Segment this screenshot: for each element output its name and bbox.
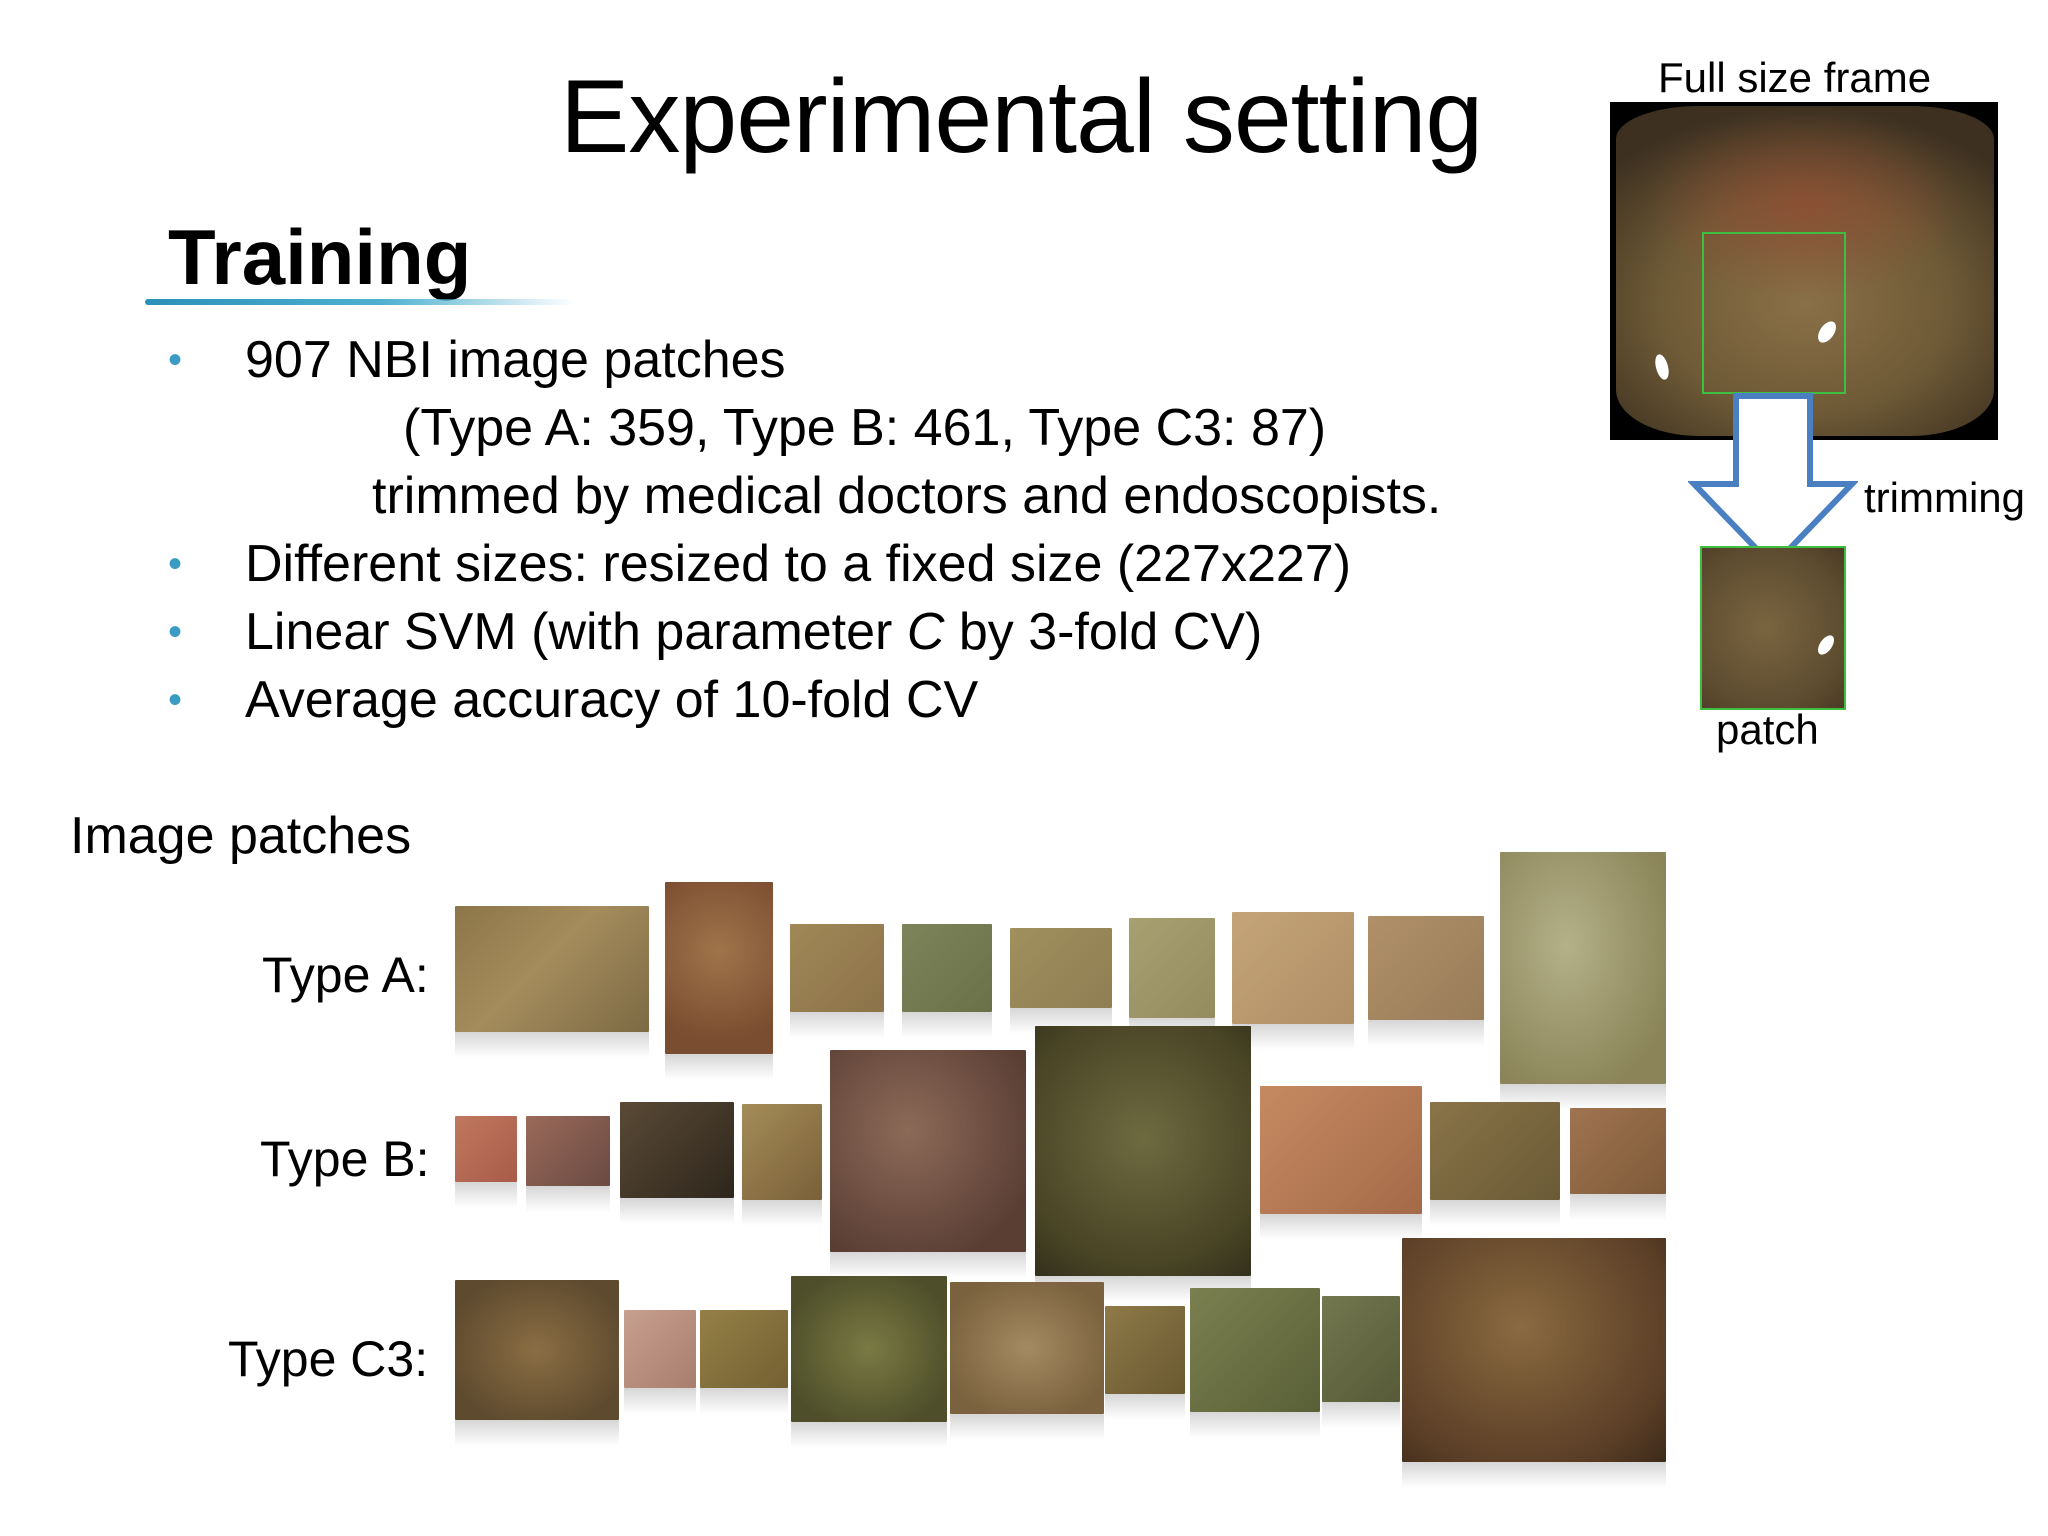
frame-caption: Full size frame [1658,54,1932,101]
endoscopy-frame [1616,106,1994,436]
patch-thumbnail [791,1276,947,1448]
patch-thumbnail [1035,1026,1251,1302]
light-reflection [1814,632,1838,658]
bullet-4: Average accuracy of 10-fold CV [245,671,979,729]
patch-thumbnail [1368,916,1484,1046]
trimming-arrow-icon [1688,393,1858,571]
bullet-3: Linear SVM (with parameter C by 3-fold C… [245,602,1262,662]
type-a-label: Type A: [262,947,429,1003]
bullet-2: Different sizes: resized to a fixed size… [245,535,1352,593]
patch-label: patch [1716,706,1819,753]
patch-thumbnail [620,1102,734,1224]
patch-thumbnail [950,1282,1104,1440]
patch-thumbnail [1129,918,1215,1044]
type-b-label: Type B: [260,1131,430,1187]
patch-thumbnail [624,1310,696,1414]
patch-thumbnail [742,1104,822,1226]
patch-thumbnail [665,882,773,1080]
bullet-1-line-3: trimmed by medical doctors and endoscopi… [372,467,1442,525]
patch-thumbnail [1500,852,1666,1110]
patch-thumbnail [1010,928,1112,1034]
patch-image [1700,546,1846,710]
image-patches-label: Image patches [70,807,412,865]
patch-thumbnail [526,1116,610,1212]
patch-thumbnail [1402,1238,1666,1488]
bullet-3-italic: C [906,603,945,661]
bullet-1-line-1: 907 NBI image patches [245,331,786,389]
patch-thumbnail [902,924,992,1038]
bullet-marker: • [168,610,183,654]
patch-thumbnail [455,1280,619,1446]
bullet-marker: • [168,338,183,382]
slide-title: Experimental setting [560,59,1483,175]
bullet-marker: • [168,678,183,722]
patch-thumbnail [1232,912,1354,1050]
patch-thumbnail [1430,1102,1560,1226]
bullet-1-line-2: (Type A: 359, Type B: 461, Type C3: 87) [403,399,1327,457]
patch-thumbnail [1260,1086,1422,1240]
patch-thumbnail [455,1116,517,1208]
section-heading: Training [168,213,472,301]
trimming-label: trimming [1864,474,2026,521]
type-c3-label: Type C3: [228,1331,429,1387]
patch-thumbnail [455,906,649,1058]
patch-thumbnail [1190,1288,1320,1438]
patch-thumbnail [790,924,884,1038]
bullet-3-text-after: by 3-fold CV) [944,603,1263,661]
patch-selection-box [1702,232,1846,394]
patch-thumbnail [700,1310,788,1414]
bullet-marker: • [168,542,183,586]
patch-thumbnail [830,1050,1026,1278]
patch-thumbnail [1322,1296,1400,1428]
patch-thumbnail [1105,1306,1185,1420]
section-underline [145,299,575,305]
patch-thumbnail [1570,1108,1666,1220]
bullet-3-text-before: Linear SVM (with parameter [245,603,907,661]
full-size-frame-image [1610,102,1998,440]
